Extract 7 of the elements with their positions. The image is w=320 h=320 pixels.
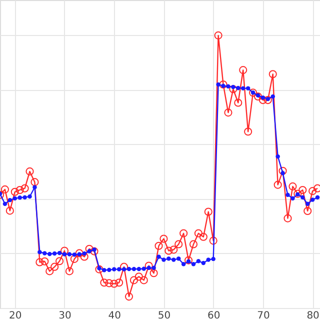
x-tick-label: 30 — [58, 310, 72, 320]
x-tick-label: 80 — [306, 310, 320, 320]
x-tick-label: 60 — [207, 310, 220, 320]
x-tick-label: 20 — [9, 310, 22, 320]
x-tick-label: 70 — [257, 310, 270, 320]
x-tick-label: 50 — [158, 310, 171, 320]
x-tick-label: 40 — [108, 310, 121, 320]
